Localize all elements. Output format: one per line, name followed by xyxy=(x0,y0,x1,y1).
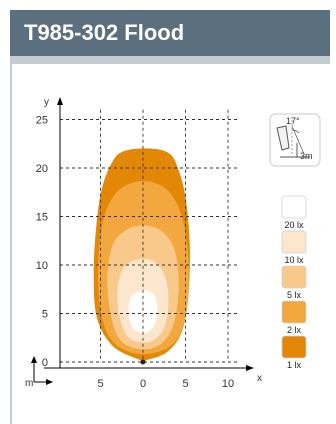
y-axis-label: y xyxy=(44,97,49,108)
y-axis-arrow xyxy=(57,97,63,105)
x-tick-label: 10 xyxy=(222,378,234,390)
legend-swatch xyxy=(281,335,307,359)
header-divider xyxy=(10,56,330,64)
legend-swatch xyxy=(281,195,307,219)
grid-layer xyxy=(60,109,240,363)
unit-label: m xyxy=(25,378,33,389)
legend-swatch xyxy=(281,230,307,254)
origin-marker xyxy=(140,359,146,365)
legend-swatch xyxy=(281,300,307,324)
tilt-angle-label: 17° xyxy=(286,116,300,126)
y-tick-label: 5 xyxy=(42,309,48,321)
legend-label: 1 lx xyxy=(287,360,302,370)
legend-layer: 20 lx 10 lx 5 lx 2 lx 1 lx xyxy=(281,195,307,370)
legend-label: 5 lx xyxy=(287,290,302,300)
legend-label: 20 lx xyxy=(284,220,304,230)
x-tick-label: 5 xyxy=(97,378,103,390)
legend-label: 10 lx xyxy=(284,255,304,265)
y-tick-label: 25 xyxy=(36,115,48,127)
x-tick-label: 5 xyxy=(182,378,188,390)
x-tick-label: 0 xyxy=(140,378,146,390)
y-tick-label: 0 xyxy=(42,357,48,369)
unit-arrow-right xyxy=(46,379,53,385)
x-axis-label: x xyxy=(257,373,262,384)
ticks-layer: 0 5 10 15 20 25 5 0 5 10 xyxy=(36,115,234,391)
isolux-contour-20-lx xyxy=(128,290,158,334)
contours-layer xyxy=(93,148,190,362)
legend-swatch xyxy=(281,265,307,289)
page-title: T985-302 Flood xyxy=(10,10,330,56)
y-tick-label: 20 xyxy=(36,163,48,175)
mounting-icon: 17° 3m xyxy=(269,113,321,167)
mount-height-label: 3m xyxy=(300,151,313,161)
x-axis-arrow xyxy=(246,365,254,371)
legend-label: 2 lx xyxy=(287,325,302,335)
unit-arrow-up xyxy=(31,356,37,363)
y-tick-label: 15 xyxy=(36,212,48,224)
left-border xyxy=(10,64,12,424)
axes-layer: y x m xyxy=(25,97,262,389)
y-tick-label: 10 xyxy=(36,260,48,272)
